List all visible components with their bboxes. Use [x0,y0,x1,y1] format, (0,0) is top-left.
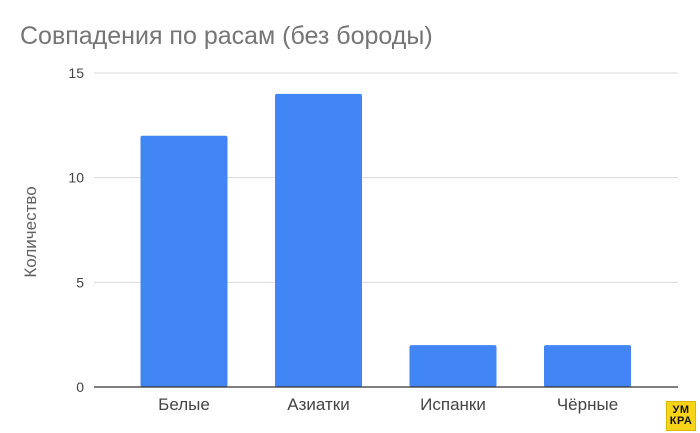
bars [140,93,631,387]
bar [275,93,362,387]
y-tick-label: 0 [76,379,84,395]
y-axis-label: Количество [21,186,40,277]
y-tick-label: 15 [68,65,84,81]
y-tick-labels: 0 5 10 15 [68,65,84,395]
bar [544,345,631,387]
y-tick-label: 5 [76,274,84,290]
y-tick-label: 10 [68,170,84,186]
bar [140,135,228,387]
x-tick-label: Испанки [420,395,486,414]
logo-line-1: УМ [672,404,690,416]
bar [409,345,497,387]
chart-title: Совпадения по расам (без бороды) [20,22,433,50]
category-labels: Белые Азиатки Испанки Чёрные [158,395,618,414]
logo-line-2: КРА [669,415,693,427]
x-tick-label: Белые [158,395,210,414]
umkra-logo: УМ КРА [666,401,696,431]
x-tick-label: Азиатки [287,395,349,414]
x-tick-label: Чёрные [557,395,618,414]
